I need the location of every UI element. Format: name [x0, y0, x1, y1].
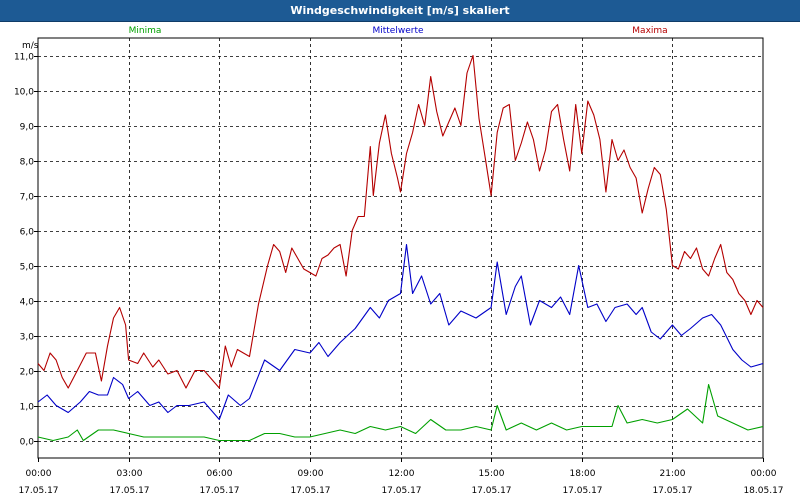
y-tick-label: 2,0 — [20, 368, 35, 378]
series-line-minima — [37, 383, 764, 442]
x-tick-date: 17.05.17 — [109, 486, 149, 496]
x-tick-date: 17.05.17 — [18, 486, 58, 496]
legend-mittelwerte: Mittelwerte — [372, 26, 423, 36]
x-tick-time: 12:00 — [389, 469, 415, 479]
x-tick-time: 18:00 — [570, 469, 596, 479]
y-tick-label: 10,0 — [14, 88, 34, 98]
y-tick-label: 6,0 — [20, 228, 35, 238]
legend-minima: Minima — [129, 26, 162, 36]
y-tick-label: 8,0 — [20, 158, 35, 168]
plot-area — [37, 37, 764, 459]
x-tick-date: 17.05.17 — [562, 486, 602, 496]
series-line-maxima — [37, 54, 764, 389]
y-tick-label: 4,0 — [20, 298, 35, 308]
x-tick-time: 15:00 — [479, 469, 505, 479]
y-tick-label: 3,0 — [20, 333, 35, 343]
x-tick-date: 18.05.17 — [743, 486, 783, 496]
x-tick-time: 03:00 — [117, 469, 143, 479]
y-tick-label: 7,0 — [20, 193, 35, 203]
y-tick-label: 1,0 — [20, 403, 35, 413]
x-tick-time: 00:00 — [751, 469, 777, 479]
chart-title: Windgeschwindigkeit [m/s] skaliert — [0, 0, 800, 22]
x-tick-date: 17.05.17 — [381, 486, 421, 496]
x-tick-date: 17.05.17 — [652, 486, 692, 496]
series-line-mittelwerte — [37, 243, 764, 421]
x-tick-time: 21:00 — [660, 469, 686, 479]
x-tick-date: 17.05.17 — [471, 486, 511, 496]
x-tick-time: 09:00 — [298, 469, 324, 479]
y-tick-label: 0,0 — [20, 438, 35, 448]
y-axis-label: m/s — [22, 41, 39, 51]
y-tick-label: 5,0 — [20, 263, 35, 273]
x-tick-time: 00:00 — [26, 469, 52, 479]
x-tick-date: 17.05.17 — [290, 486, 330, 496]
x-tick-date: 17.05.17 — [199, 486, 239, 496]
y-tick-label: 11,0 — [14, 53, 34, 63]
legend-maxima: Maxima — [632, 26, 667, 36]
y-tick-label: 9,0 — [20, 123, 35, 133]
x-tick-time: 06:00 — [207, 469, 233, 479]
